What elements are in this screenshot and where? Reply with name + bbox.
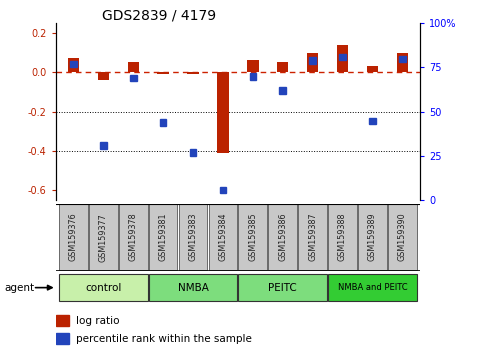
FancyBboxPatch shape [239, 274, 327, 301]
Bar [187, 72, 199, 74]
Bar [56, 315, 69, 326]
Bar [217, 72, 228, 153]
Bar [68, 58, 79, 72]
FancyBboxPatch shape [59, 204, 88, 270]
Bar [399, 56, 406, 62]
Bar [250, 73, 256, 80]
Bar [280, 87, 286, 94]
Bar [337, 45, 348, 72]
Bar [309, 57, 316, 64]
Text: GSM159378: GSM159378 [129, 213, 138, 262]
FancyBboxPatch shape [269, 204, 297, 270]
Bar [367, 66, 378, 72]
FancyBboxPatch shape [328, 274, 417, 301]
Bar [128, 62, 139, 72]
Bar [157, 72, 169, 74]
Text: NMBA and PEITC: NMBA and PEITC [338, 283, 407, 292]
Text: GSM159389: GSM159389 [368, 213, 377, 262]
Text: GSM159388: GSM159388 [338, 213, 347, 262]
FancyBboxPatch shape [119, 204, 148, 270]
Text: GSM159376: GSM159376 [69, 213, 78, 262]
Bar [220, 187, 226, 193]
Bar [369, 118, 376, 124]
Text: NMBA: NMBA [178, 282, 209, 293]
Text: agent: agent [5, 282, 35, 293]
FancyBboxPatch shape [179, 204, 207, 270]
Text: GSM159384: GSM159384 [218, 213, 227, 262]
Bar [307, 52, 318, 72]
Bar [70, 61, 77, 67]
Bar [277, 62, 288, 72]
Text: log ratio: log ratio [76, 316, 119, 326]
Text: percentile rank within the sample: percentile rank within the sample [76, 333, 252, 344]
Bar [339, 54, 346, 60]
Text: PEITC: PEITC [269, 282, 297, 293]
Text: GSM159390: GSM159390 [398, 213, 407, 262]
FancyBboxPatch shape [298, 204, 327, 270]
FancyBboxPatch shape [239, 204, 267, 270]
Text: GDS2839 / 4179: GDS2839 / 4179 [102, 9, 216, 23]
Text: GSM159386: GSM159386 [278, 213, 287, 262]
Text: control: control [85, 282, 122, 293]
FancyBboxPatch shape [149, 204, 177, 270]
Bar [56, 333, 69, 344]
Bar [247, 61, 258, 72]
Bar [130, 75, 137, 81]
FancyBboxPatch shape [209, 204, 237, 270]
FancyBboxPatch shape [149, 274, 237, 301]
FancyBboxPatch shape [328, 204, 357, 270]
Text: GSM159387: GSM159387 [308, 213, 317, 262]
Text: GSM159383: GSM159383 [188, 213, 198, 262]
Text: GSM159385: GSM159385 [248, 213, 257, 262]
Text: GSM159377: GSM159377 [99, 213, 108, 262]
FancyBboxPatch shape [59, 274, 148, 301]
FancyBboxPatch shape [358, 204, 387, 270]
Bar [100, 142, 107, 149]
FancyBboxPatch shape [388, 204, 417, 270]
Bar [190, 149, 196, 156]
Bar [160, 119, 167, 126]
Bar [397, 52, 408, 72]
Bar [98, 72, 109, 80]
FancyBboxPatch shape [89, 204, 118, 270]
Text: GSM159381: GSM159381 [158, 213, 168, 262]
